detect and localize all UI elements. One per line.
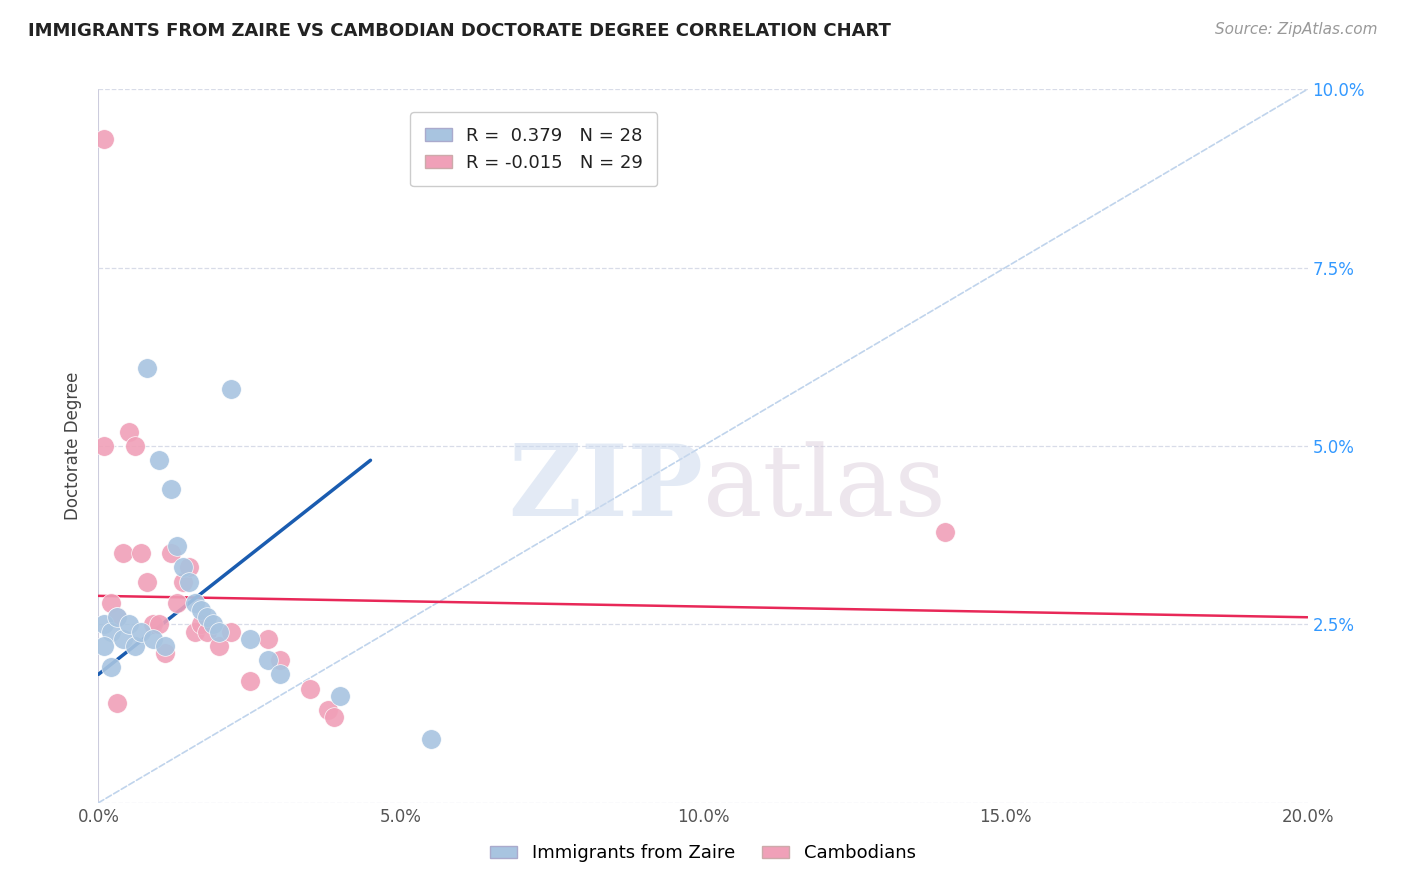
Point (148, 453, 170, 467)
Point (118, 617, 141, 632)
Point (269, 667, 291, 681)
Point (190, 617, 212, 632)
Point (190, 603, 212, 617)
Point (129, 546, 152, 560)
Text: Source: ZipAtlas.com: Source: ZipAtlas.com (1215, 22, 1378, 37)
Point (172, 574, 194, 589)
Point (148, 617, 170, 632)
Point (160, 546, 183, 560)
Point (179, 560, 201, 574)
Point (256, 653, 278, 667)
Point (142, 632, 165, 646)
Point (239, 674, 262, 689)
Point (142, 617, 165, 632)
Point (221, 624, 243, 639)
Point (239, 632, 262, 646)
Point (202, 617, 225, 632)
Text: IMMIGRANTS FROM ZAIRE VS CAMBODIAN DOCTORATE DEGREE CORRELATION CHART: IMMIGRANTS FROM ZAIRE VS CAMBODIAN DOCTO… (28, 22, 891, 40)
Point (329, 689, 352, 703)
Y-axis label: Doctorate Degree: Doctorate Degree (65, 372, 83, 520)
Point (100, 624, 122, 639)
Point (105, 696, 128, 710)
Point (934, 524, 956, 539)
Point (124, 439, 146, 453)
Point (100, 660, 122, 674)
Point (105, 610, 128, 624)
Point (105, 610, 128, 624)
Point (135, 360, 157, 375)
Point (124, 639, 146, 653)
Point (172, 560, 194, 574)
Text: ZIP: ZIP (508, 441, 703, 537)
Point (269, 653, 291, 667)
Point (195, 610, 218, 624)
Point (179, 574, 201, 589)
Point (256, 632, 278, 646)
Point (195, 624, 218, 639)
Point (111, 546, 134, 560)
Point (316, 703, 339, 717)
Legend: R =  0.379   N = 28, R = -0.015   N = 29: R = 0.379 N = 28, R = -0.015 N = 29 (411, 112, 658, 186)
Point (184, 624, 207, 639)
Point (100, 596, 122, 610)
Point (93, 439, 115, 453)
Point (160, 482, 183, 496)
Point (135, 574, 157, 589)
Point (93, 639, 115, 653)
Point (221, 382, 243, 396)
Text: atlas: atlas (703, 441, 946, 537)
Point (420, 731, 443, 746)
Point (153, 639, 176, 653)
Point (208, 624, 231, 639)
Point (208, 639, 231, 653)
Point (129, 624, 152, 639)
Point (93, 132, 115, 146)
Point (111, 632, 134, 646)
Point (166, 596, 188, 610)
Legend: Immigrants from Zaire, Cambodians: Immigrants from Zaire, Cambodians (484, 838, 922, 870)
Point (299, 681, 322, 696)
Point (184, 596, 207, 610)
Point (93, 617, 115, 632)
Point (153, 646, 176, 660)
Point (166, 539, 188, 553)
Point (323, 710, 346, 724)
Point (118, 425, 141, 439)
